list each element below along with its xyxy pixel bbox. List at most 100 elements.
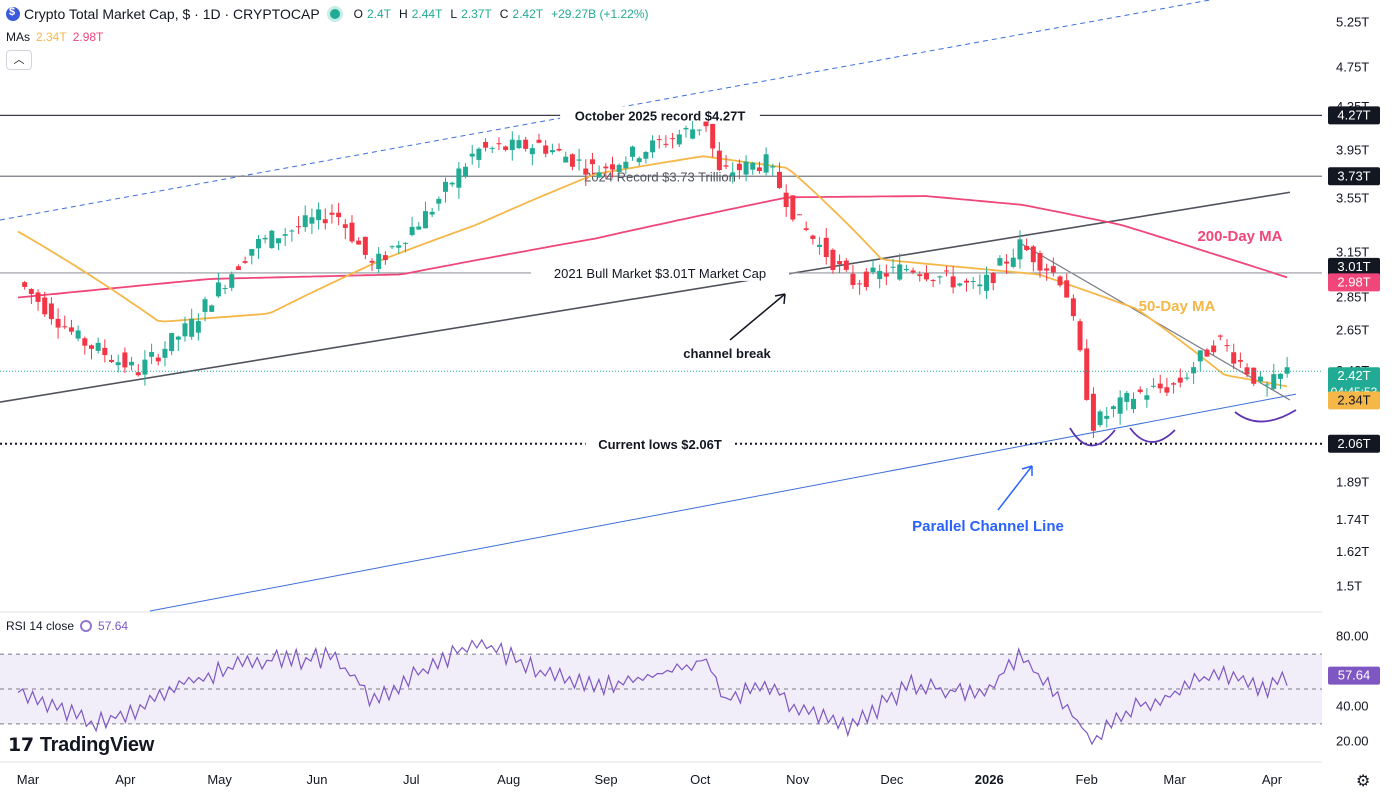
candle (1197, 350, 1203, 371)
candle (1251, 367, 1257, 387)
candle (175, 335, 181, 351)
rsi-legend[interactable]: RSI 14 close 57.64 (6, 619, 128, 633)
candle (349, 215, 355, 244)
candle (970, 277, 976, 290)
rsi-legend-value: 57.64 (98, 619, 129, 633)
candle (269, 229, 275, 249)
x-tick-label: Aug (497, 772, 520, 787)
candle (763, 147, 769, 176)
candle (215, 273, 221, 298)
candle (736, 159, 742, 180)
candle (883, 264, 889, 286)
candle (1177, 368, 1183, 388)
market-status-icon (329, 9, 340, 19)
candle (409, 216, 415, 237)
candle (1164, 377, 1170, 396)
rounding-bottom-curve (1129, 427, 1176, 443)
level-label: 2024 Record $3.73 Trillion (584, 169, 736, 184)
candle (569, 153, 575, 171)
candle (710, 123, 716, 158)
candle (82, 336, 88, 355)
ma50-annotation: 50-Day MA (1139, 298, 1216, 315)
candle (396, 240, 402, 254)
candle (456, 161, 462, 199)
candle (1004, 254, 1010, 275)
candle (182, 316, 188, 342)
price-tag-bg (1328, 273, 1380, 292)
y-tick-label: 3.95T (1336, 142, 1369, 157)
high-value: 2.44T (411, 7, 443, 21)
candle (616, 163, 622, 176)
candle (309, 208, 315, 235)
candle (1030, 244, 1036, 272)
close-value: 2.42T (512, 7, 544, 21)
candle (449, 181, 455, 187)
level-label-bg (585, 434, 735, 452)
y-tick-label: 5.25T (1336, 14, 1369, 29)
candle (943, 265, 949, 277)
ma200-line (17, 195, 1288, 299)
candle (843, 258, 849, 272)
candle (797, 214, 803, 216)
price-tag: 2.42T (1337, 368, 1370, 383)
high-label: H (399, 7, 408, 21)
candle (1017, 230, 1023, 269)
rsi-tag-bg (1328, 666, 1380, 685)
y-tick-label: 1.89T (1336, 475, 1369, 490)
candle (1024, 238, 1030, 252)
candle (1144, 388, 1150, 408)
candle (897, 253, 903, 281)
rsi-settings-icon[interactable] (80, 620, 93, 632)
tradingview-logo[interactable]: 𝟭𝟳 TradingView (8, 734, 154, 757)
candle (696, 129, 702, 136)
candle (376, 247, 382, 274)
candle (262, 234, 268, 244)
candle (95, 337, 101, 354)
candle (776, 162, 782, 189)
candle (1037, 250, 1043, 278)
crypto-dollar-icon (6, 6, 20, 21)
candle (556, 143, 562, 152)
candle (810, 234, 816, 245)
candle (1217, 334, 1223, 341)
candle (109, 354, 115, 363)
candle (1277, 373, 1283, 389)
candle (923, 265, 929, 282)
candle (483, 138, 489, 152)
candle (1077, 318, 1083, 352)
symbol-title[interactable]: Crypto Total Market Cap, $ · 1D · CRYPTO… (24, 6, 320, 22)
candle (469, 144, 475, 165)
candle (1157, 374, 1163, 394)
collapse-legend-button[interactable]: ︿ (6, 50, 32, 70)
y-tick-label: 3.15T (1336, 244, 1369, 259)
candle (663, 135, 669, 148)
candle (202, 296, 208, 322)
ma-legend[interactable]: MAs 2.34T 2.98T (6, 30, 103, 44)
candle (22, 280, 28, 290)
x-tick-label: Mar (1163, 772, 1186, 787)
candle (155, 353, 161, 366)
candle (1204, 348, 1210, 357)
gear-icon[interactable]: ⚙ (1356, 773, 1371, 790)
candle (656, 135, 662, 149)
candle (402, 242, 408, 253)
price-tag-bg (1328, 257, 1380, 276)
candle (422, 201, 428, 229)
candle (790, 195, 796, 222)
candle (549, 143, 555, 155)
brand-name: TradingView (39, 734, 154, 756)
candle (910, 267, 916, 275)
rsi-y-tick-label: 40.00 (1336, 698, 1369, 713)
candle (1064, 273, 1070, 298)
candle (1211, 340, 1217, 356)
candle (536, 133, 542, 144)
parallel-channel-line (149, 393, 1297, 612)
x-tick-label: Nov (786, 772, 810, 787)
candle (690, 120, 696, 140)
x-tick-label: Dec (880, 772, 904, 787)
parallel-channel-arrow-line (997, 465, 1033, 511)
candle (329, 204, 335, 224)
candle (1137, 386, 1143, 394)
candles-group (22, 120, 1290, 439)
